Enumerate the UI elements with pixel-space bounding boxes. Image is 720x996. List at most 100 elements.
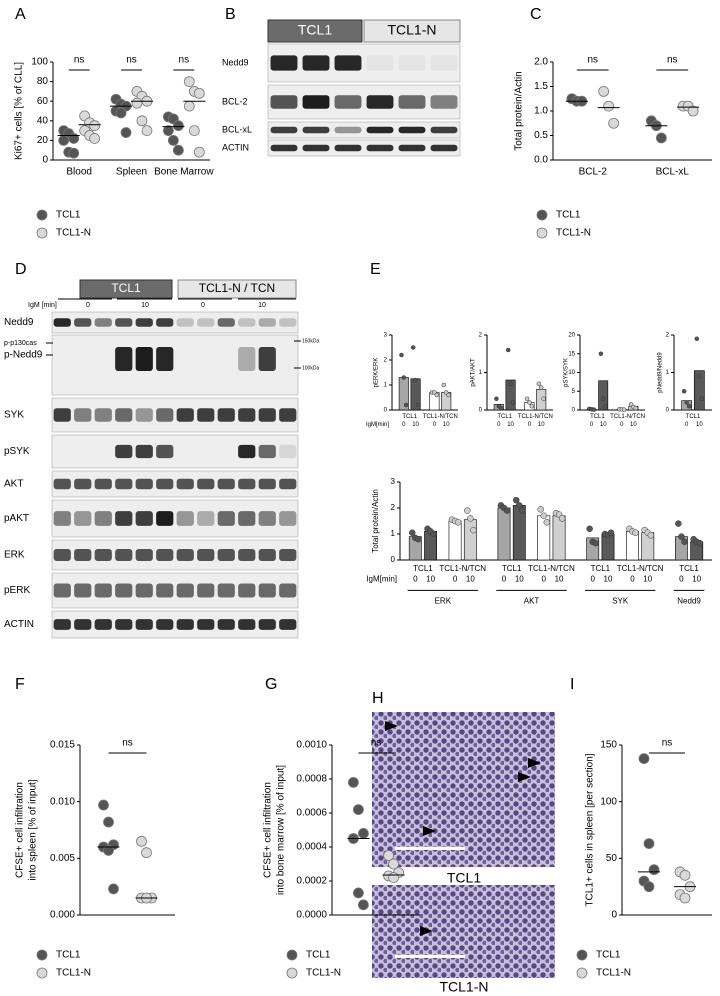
data-point xyxy=(603,404,608,409)
bar xyxy=(448,520,462,561)
data-point xyxy=(357,828,369,839)
y-tick-label: 1.5 xyxy=(534,81,548,92)
x-tick-label: 0 xyxy=(528,422,532,428)
blot-row-label: BCL-xL xyxy=(222,124,252,134)
data-point xyxy=(470,526,477,534)
group-label: TCL1-N/TCN xyxy=(439,564,486,573)
data-point xyxy=(408,529,416,536)
blot-band xyxy=(115,619,133,630)
blot-row-label: SYK xyxy=(4,410,24,421)
blot-row-label: p-p130cas xyxy=(4,340,37,347)
blot-band xyxy=(176,408,194,422)
blot-band xyxy=(156,511,174,526)
data-point xyxy=(172,144,184,156)
blot-row-label: Nedd9 xyxy=(4,317,34,328)
blot-band xyxy=(197,583,215,598)
blot-band xyxy=(366,95,394,109)
y-tick-label: 100 xyxy=(600,796,617,807)
legend-marker xyxy=(536,209,548,221)
blot-band xyxy=(156,619,174,630)
blot-header xyxy=(267,19,363,43)
y-tick-label: 0.0010 xyxy=(296,740,327,751)
blot-band xyxy=(238,478,256,490)
blot-band xyxy=(135,444,153,459)
y-tick-label: 150 xyxy=(600,740,617,751)
y-tick-label: 0 xyxy=(479,408,483,414)
data-point xyxy=(193,146,205,158)
blot-band xyxy=(366,126,394,134)
data-point xyxy=(357,899,369,911)
data-point xyxy=(401,375,407,380)
blot-band xyxy=(238,583,256,598)
y-axis-label: pSYK/SYK xyxy=(564,358,570,387)
blot-band xyxy=(115,583,133,598)
legend-marker xyxy=(576,949,588,961)
blot-band xyxy=(238,619,256,630)
y-tick-label: 0.0 xyxy=(534,155,548,166)
blot-band xyxy=(302,55,330,71)
y-tick-label: 0.0006 xyxy=(296,808,327,819)
blot-band xyxy=(135,619,153,630)
blot-band xyxy=(94,583,112,598)
y-axis-label: Total protein/Actin xyxy=(371,489,380,553)
x-tick-label: 10 xyxy=(507,422,514,428)
size-marker: 150kDa xyxy=(302,338,319,344)
data-point xyxy=(519,507,526,514)
blot-band xyxy=(197,478,215,490)
data-point xyxy=(403,402,409,408)
data-point xyxy=(681,538,688,546)
y-tick-label: 0.0002 xyxy=(296,876,327,887)
legend-label: TCL1-N xyxy=(56,228,91,239)
data-point xyxy=(347,777,359,788)
blot-band xyxy=(258,478,276,490)
data-point xyxy=(510,400,516,405)
data-point xyxy=(675,520,682,527)
y-tick-label: 1 xyxy=(479,370,483,376)
group-label: TCL1 xyxy=(497,414,512,420)
blot-strip xyxy=(51,334,299,396)
blot-band xyxy=(217,583,235,598)
data-point xyxy=(441,382,447,388)
blot-band xyxy=(156,347,174,371)
data-point xyxy=(454,519,462,526)
x-axis-label: IgM[min] xyxy=(366,422,389,428)
x-tick-label: 0 xyxy=(590,422,594,428)
section-label: AKT xyxy=(524,597,540,606)
panel-label: C xyxy=(530,6,542,23)
blot-band xyxy=(176,549,194,561)
blot-band xyxy=(238,444,256,459)
annotation: ns xyxy=(587,55,598,66)
blot-band xyxy=(238,549,256,561)
size-marker: 100kDa xyxy=(302,365,319,371)
blot-strip xyxy=(51,610,299,639)
legend-marker xyxy=(536,227,548,239)
blot-band xyxy=(156,549,174,561)
y-tick-label: 0.0008 xyxy=(296,774,327,785)
arrow xyxy=(528,758,541,768)
x-tick-label: 0 xyxy=(402,422,406,428)
data-point xyxy=(162,125,174,137)
data-point xyxy=(141,847,152,859)
y-tick-label: 0.015 xyxy=(50,740,75,751)
blot-band xyxy=(279,583,297,598)
blot-band xyxy=(115,444,133,459)
blot-band xyxy=(115,318,133,327)
data-point xyxy=(633,405,638,411)
blot-band xyxy=(115,549,133,561)
blot-band xyxy=(74,549,92,561)
data-point xyxy=(131,97,143,109)
blot-band xyxy=(238,347,256,371)
y-tick-label: 3 xyxy=(391,477,396,486)
y-tick-label: 1 xyxy=(666,370,670,376)
group-label: TCL1-N/TCN xyxy=(610,414,645,420)
data-point xyxy=(529,404,535,409)
y-tick-label: 15 xyxy=(568,351,575,357)
data-point xyxy=(136,115,148,127)
blot-row-label: pAKT xyxy=(4,513,29,524)
x-tick-label: 0 xyxy=(453,574,458,583)
y-tick-label: 1.0 xyxy=(534,106,548,117)
data-point xyxy=(352,804,364,815)
y-tick-label: 0.5 xyxy=(534,130,548,141)
y-axis-label: pAKT/AKT xyxy=(471,358,477,387)
